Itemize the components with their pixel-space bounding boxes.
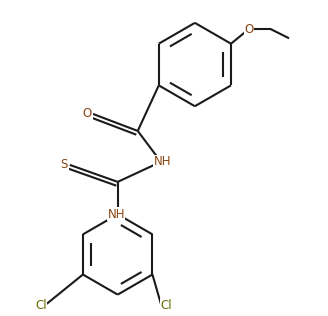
Text: Cl: Cl (35, 299, 47, 312)
Text: S: S (61, 158, 68, 171)
Text: NH: NH (107, 208, 125, 221)
Text: O: O (244, 22, 254, 35)
Text: Cl: Cl (161, 299, 172, 312)
Text: NH: NH (154, 155, 171, 168)
Text: O: O (83, 107, 92, 120)
